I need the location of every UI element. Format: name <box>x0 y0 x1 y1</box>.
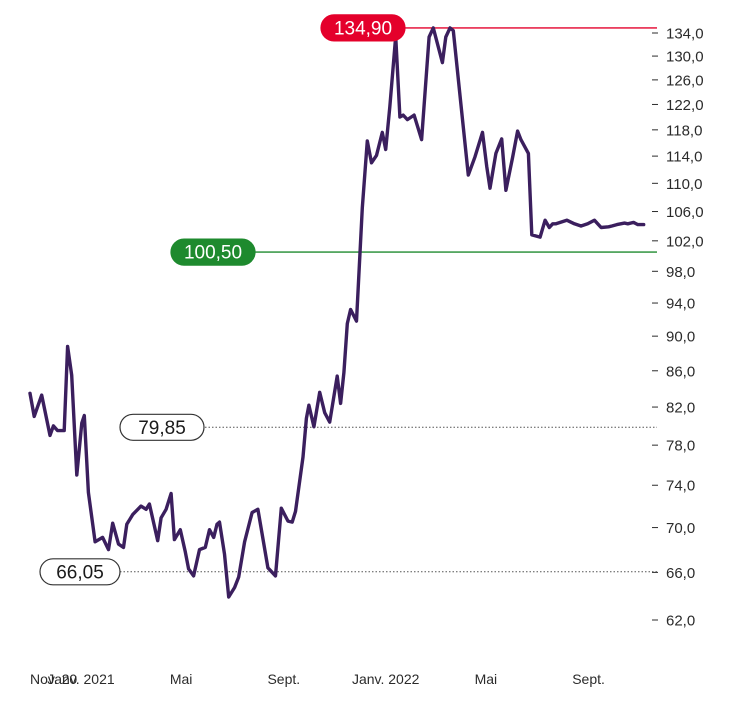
reference-lines <box>120 27 657 573</box>
y-tick-label: 98,0 <box>666 264 695 281</box>
x-tick-label: Janv. 2021 <box>47 671 115 687</box>
y-tick-label: 66,0 <box>666 565 695 582</box>
y-tick-label: 118,0 <box>666 122 702 139</box>
y-tick-label: 110,0 <box>666 176 702 193</box>
y-axis: 134,0 130,0 126,0 122,0 118,0 114,0 110,0 106,0… <box>652 26 704 630</box>
y-tick-label: 78,0 <box>666 438 695 455</box>
y-tick-label: 94,0 <box>666 296 695 313</box>
y-tick-label: 82,0 <box>666 400 695 417</box>
value-pills: 134,90 100,50 79,85 66,05 <box>39 14 406 586</box>
current-value-pill <box>170 238 256 266</box>
reference-value-66-05-pill <box>39 558 121 586</box>
y-tick-label: 62,0 <box>666 613 695 630</box>
reference-value-66-05-label: 66,05 <box>56 562 104 583</box>
price-line-layer <box>28 26 646 599</box>
y-tick-label: 130,0 <box>666 49 704 66</box>
y-tick-label: 114,0 <box>666 149 702 166</box>
x-tick-label: Sept. <box>572 671 605 687</box>
y-tick-label: 86,0 <box>666 363 695 380</box>
y-tick-label: 90,0 <box>666 329 695 346</box>
reference-value-79-85-pill <box>119 413 205 441</box>
y-tick-label: 106,0 <box>666 204 704 221</box>
x-tick-label: Mai <box>170 671 193 687</box>
x-tick-label: Nov. 20 <box>30 671 77 687</box>
reference-value-79-85-label: 79,85 <box>138 418 186 439</box>
x-tick-label: Janv. 2022 <box>352 671 420 687</box>
y-tick-label: 74,0 <box>666 478 695 495</box>
price-line <box>28 26 646 599</box>
y-tick-label: 70,0 <box>666 520 695 537</box>
current-value-label: 100,50 <box>184 243 242 264</box>
y-tick-label: 134,0 <box>666 26 704 43</box>
x-tick-label: Sept. <box>267 671 300 687</box>
high-value-pill <box>320 14 406 42</box>
x-tick-label: Mai <box>475 671 498 687</box>
y-tick-label: 126,0 <box>666 72 704 89</box>
y-tick-label: 122,0 <box>666 97 704 114</box>
high-value-label: 134,90 <box>334 18 392 39</box>
y-tick-label: 102,0 <box>666 233 704 250</box>
